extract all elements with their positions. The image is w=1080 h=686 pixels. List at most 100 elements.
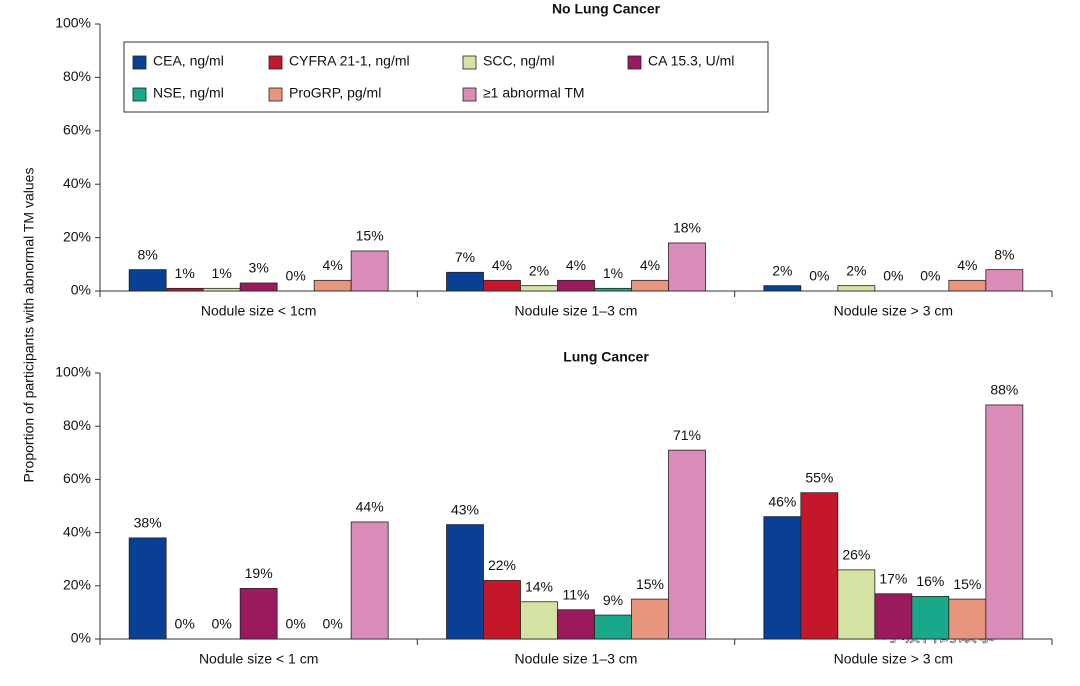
value-label: 18% <box>673 220 701 236</box>
legend-box <box>123 41 769 113</box>
value-label: 15% <box>636 576 664 592</box>
value-label: 0% <box>286 616 306 632</box>
value-label: 4% <box>323 257 343 273</box>
x-tick-label: Nodule size > 3 cm <box>834 651 953 667</box>
y-tick-label: 60% <box>63 470 91 486</box>
bar <box>557 609 595 640</box>
legend-swatch <box>462 55 477 70</box>
bar <box>520 285 558 292</box>
bar <box>350 250 389 292</box>
chart-title: Lung Cancer <box>563 349 649 365</box>
bar <box>483 279 521 292</box>
value-label: 19% <box>245 565 273 581</box>
y-tick-label: 40% <box>63 175 91 191</box>
legend-swatch <box>268 87 283 102</box>
legend-swatch <box>462 87 477 102</box>
value-label: 1% <box>603 265 623 281</box>
bar <box>483 580 521 640</box>
value-label: 16% <box>916 573 944 589</box>
x-tick-label: Nodule size < 1cm <box>201 303 317 319</box>
y-tick-label: 0% <box>71 630 91 646</box>
value-label: 4% <box>566 257 586 273</box>
value-label: 2% <box>529 262 549 278</box>
value-label: 15% <box>356 228 384 244</box>
bar <box>668 449 706 640</box>
bar <box>631 279 669 292</box>
bar <box>239 282 278 292</box>
legend-label: CYFRA 21-1, ng/ml <box>289 53 410 69</box>
bar <box>948 279 987 292</box>
y-tick-label: 60% <box>63 122 91 138</box>
y-tick-label: 100% <box>55 15 91 31</box>
bar <box>985 404 1024 640</box>
bar <box>128 269 167 292</box>
bar <box>202 287 241 292</box>
bar <box>874 593 913 640</box>
bar <box>948 598 987 640</box>
bar <box>631 598 669 640</box>
bar <box>165 287 204 292</box>
bar <box>837 285 876 292</box>
value-label: 26% <box>842 547 870 563</box>
value-label: 0% <box>175 616 195 632</box>
value-label: 15% <box>953 576 981 592</box>
value-label: 0% <box>920 268 940 284</box>
y-axis-label: Proportion of participants with abnormal… <box>21 168 37 483</box>
value-label: 1% <box>212 265 232 281</box>
value-label: 4% <box>492 257 512 273</box>
bar <box>837 569 876 640</box>
value-label: 22% <box>488 557 516 573</box>
value-label: 14% <box>525 578 553 594</box>
bar <box>239 588 278 640</box>
y-tick-label: 80% <box>63 68 91 84</box>
value-label: 38% <box>134 515 162 531</box>
y-tick-label: 20% <box>63 577 91 593</box>
value-label: 43% <box>451 501 479 517</box>
y-tick-label: 20% <box>63 228 91 244</box>
value-label: 1% <box>175 265 195 281</box>
value-label: 44% <box>356 499 384 515</box>
value-label: 11% <box>563 586 590 602</box>
bar <box>763 516 802 640</box>
value-label: 0% <box>883 268 903 284</box>
legend-label: ProGRP, pg/ml <box>289 85 381 101</box>
value-label: 55% <box>805 469 833 485</box>
bar <box>594 614 632 640</box>
legend-label: ≥1 abnormal TM <box>483 85 585 101</box>
bar <box>446 271 484 292</box>
value-label: 3% <box>249 260 269 276</box>
bar <box>763 285 802 292</box>
bar <box>520 601 558 640</box>
bar <box>668 242 706 292</box>
value-label: 0% <box>212 616 232 632</box>
legend-label: CEA, ng/ml <box>153 53 224 69</box>
bar <box>128 537 167 640</box>
value-label: 8% <box>994 246 1014 262</box>
value-label: 2% <box>846 262 866 278</box>
y-tick-label: 80% <box>63 417 91 433</box>
legend-swatch <box>132 87 147 102</box>
value-label: 17% <box>879 570 907 586</box>
y-tick-label: 100% <box>55 364 91 380</box>
bar <box>911 596 950 640</box>
legend-label: CA 15.3, U/ml <box>648 53 734 69</box>
value-label: 0% <box>286 268 306 284</box>
bar <box>350 521 389 640</box>
value-label: 9% <box>603 592 623 608</box>
legend-label: SCC, ng/ml <box>483 53 555 69</box>
value-label: 7% <box>455 249 475 265</box>
value-label: 88% <box>990 382 1018 398</box>
bar <box>313 279 352 292</box>
value-label: 4% <box>640 257 660 273</box>
value-label: 8% <box>138 246 158 262</box>
x-tick-label: Nodule size > 3 cm <box>834 303 953 319</box>
legend-swatch <box>268 55 283 70</box>
value-label: 0% <box>323 616 343 632</box>
bar <box>985 269 1024 292</box>
value-label: 46% <box>768 493 796 509</box>
y-tick-label: 0% <box>71 282 91 298</box>
y-tick-label: 40% <box>63 523 91 539</box>
x-tick-label: Nodule size 1–3 cm <box>515 303 638 319</box>
chart-title: No Lung Cancer <box>552 1 661 17</box>
